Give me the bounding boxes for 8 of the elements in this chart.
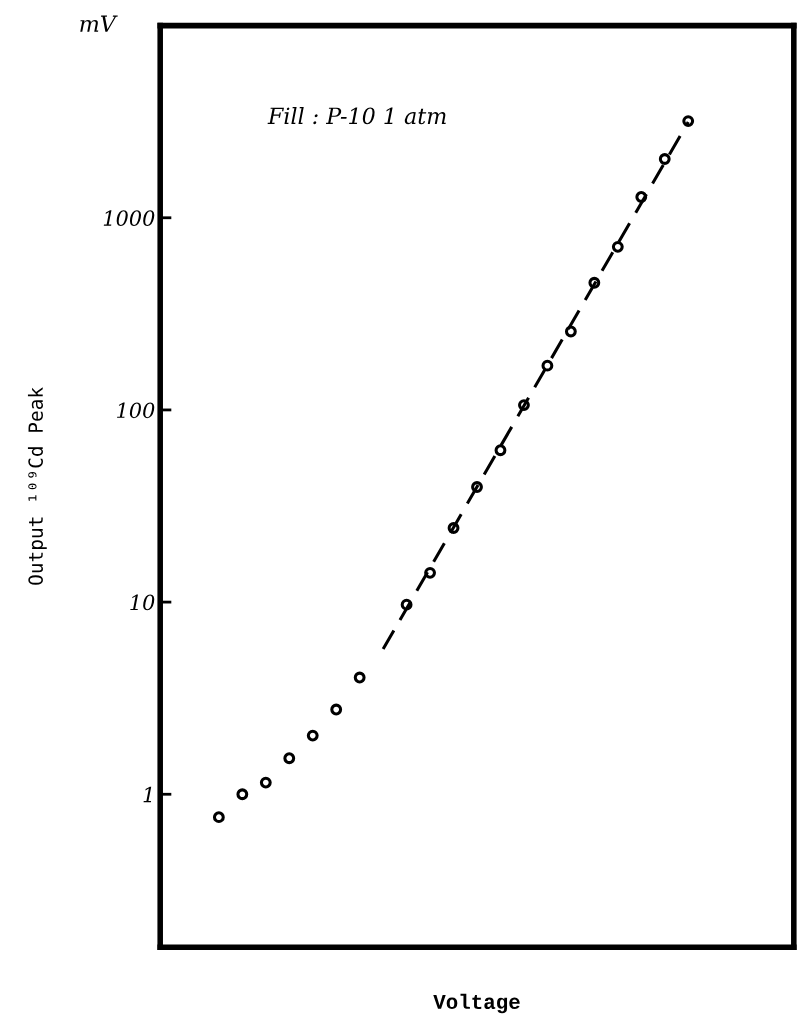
y-tick-label: 1: [143, 786, 152, 803]
text: mV: [80, 15, 118, 32]
annotation: Fill : P-10 1 atm: [267, 107, 446, 125]
y-tick-label: 10: [130, 594, 155, 611]
y-tick-label: 1000: [103, 210, 155, 226]
x-axis-title: Voltage: [433, 993, 520, 1014]
y-tick-label: 100: [117, 402, 155, 419]
y-axis-title: Output ¹⁰⁹Cd Peak: [27, 387, 47, 585]
